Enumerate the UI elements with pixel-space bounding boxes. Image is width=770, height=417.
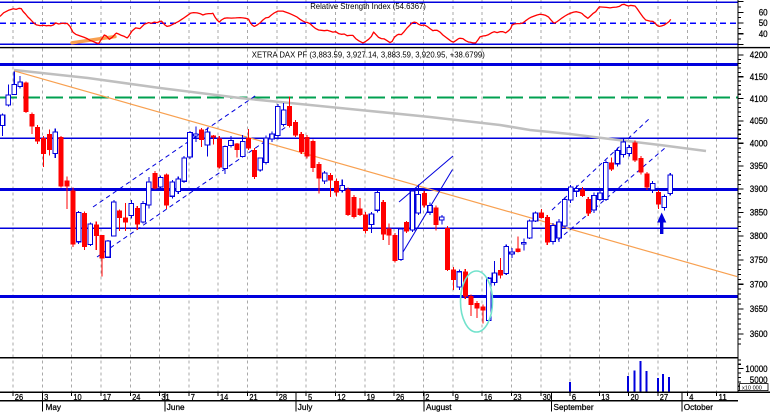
svg-text:31: 31 xyxy=(161,393,170,402)
svg-text:October: October xyxy=(684,403,713,412)
svg-text:26: 26 xyxy=(15,393,24,402)
svg-text:3700: 3700 xyxy=(750,279,768,289)
svg-text:40: 40 xyxy=(759,29,768,39)
svg-text:23: 23 xyxy=(513,393,522,402)
svg-text:September: September xyxy=(554,403,594,412)
svg-text:21: 21 xyxy=(249,393,258,402)
svg-text:16: 16 xyxy=(484,393,493,402)
svg-text:19: 19 xyxy=(367,393,376,402)
svg-text:4000: 4000 xyxy=(750,138,768,148)
svg-text:3750: 3750 xyxy=(750,255,768,265)
svg-text:4150: 4150 xyxy=(750,72,768,82)
svg-text:3650: 3650 xyxy=(750,304,768,314)
svg-text:June: June xyxy=(167,403,185,412)
svg-text:11: 11 xyxy=(719,393,728,402)
svg-text:XETRA DAX PF (3,883.59, 3,927.: XETRA DAX PF (3,883.59, 3,927.14, 3,883.… xyxy=(252,49,485,59)
svg-text:2: 2 xyxy=(425,393,430,402)
svg-text:14: 14 xyxy=(220,393,229,402)
svg-text:10: 10 xyxy=(73,393,82,402)
svg-text:3600: 3600 xyxy=(750,329,768,339)
svg-text:13: 13 xyxy=(601,393,610,402)
svg-text:24: 24 xyxy=(132,393,141,402)
svg-text:12: 12 xyxy=(337,393,346,402)
svg-text:3850: 3850 xyxy=(750,208,768,218)
svg-text:6: 6 xyxy=(572,393,577,402)
svg-text:28: 28 xyxy=(279,393,288,402)
svg-text:3800: 3800 xyxy=(750,231,768,241)
svg-text:10000: 10000 xyxy=(745,364,767,374)
svg-text:17: 17 xyxy=(103,393,112,402)
svg-text:20: 20 xyxy=(631,393,640,402)
svg-text:4: 4 xyxy=(689,393,694,402)
svg-text:30: 30 xyxy=(543,393,552,402)
svg-text:May: May xyxy=(46,403,62,412)
svg-text:4100: 4100 xyxy=(750,94,768,104)
svg-text:July: July xyxy=(298,403,313,412)
svg-text:3900: 3900 xyxy=(750,184,768,194)
svg-text:9: 9 xyxy=(455,393,460,402)
svg-text:27: 27 xyxy=(660,393,669,402)
svg-text:4050: 4050 xyxy=(750,116,768,126)
svg-text:50: 50 xyxy=(759,18,768,28)
svg-text:5000: 5000 xyxy=(750,375,768,385)
svg-text:4200: 4200 xyxy=(750,50,768,60)
svg-text:Relative Strength Index (54.63: Relative Strength Index (54.6367) xyxy=(310,1,426,11)
svg-text:7: 7 xyxy=(191,393,196,402)
svg-text:3: 3 xyxy=(44,393,49,402)
svg-text:26: 26 xyxy=(396,393,405,402)
svg-text:x10 000: x10 000 xyxy=(742,385,762,391)
svg-text:3950: 3950 xyxy=(750,161,768,171)
svg-text:5: 5 xyxy=(308,393,313,402)
svg-text:60: 60 xyxy=(759,8,768,18)
svg-text:August: August xyxy=(426,403,452,412)
